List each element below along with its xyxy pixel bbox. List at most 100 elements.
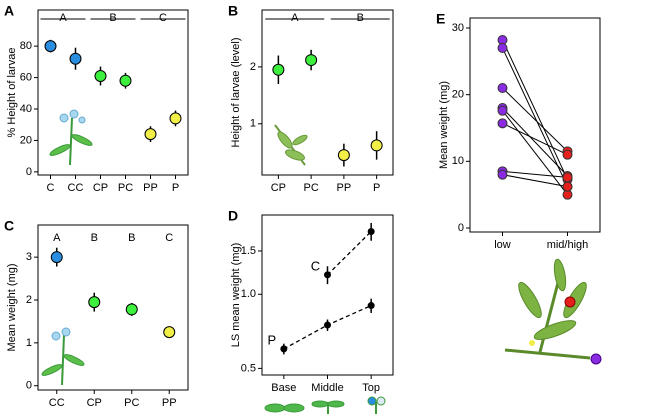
plant-icon-c	[41, 327, 85, 386]
plant-icon-e	[504, 258, 602, 365]
x-tick-label: Base	[271, 382, 296, 394]
x-tick-label: CP	[87, 397, 102, 409]
data-point	[119, 74, 132, 87]
series-label: C	[311, 258, 320, 273]
panel-letter: C	[4, 218, 14, 234]
data-point	[69, 52, 82, 65]
data-point	[88, 296, 101, 309]
plant-icon-a	[49, 109, 93, 166]
x-tick-label: P	[172, 182, 179, 194]
plant-icon-b	[274, 124, 308, 166]
group-letter: B	[128, 232, 135, 244]
data-point	[44, 40, 57, 53]
plot-frame	[469, 17, 601, 233]
x-tick-label: mid/high	[547, 239, 589, 251]
panel-letter: A	[4, 3, 14, 19]
data-point	[324, 271, 331, 279]
data-point	[562, 149, 573, 160]
pair-line	[502, 122, 568, 156]
y-tick-label: 2	[26, 294, 32, 306]
x-tick-label: CP	[93, 182, 108, 194]
x-tick-label: CP	[271, 182, 286, 194]
data-point	[169, 112, 182, 125]
data-point	[562, 172, 573, 183]
group-letter: A	[53, 232, 61, 244]
data-point	[305, 54, 318, 67]
y-tick-label: 0	[26, 166, 32, 178]
data-point	[562, 181, 573, 192]
group-label: A	[59, 12, 67, 24]
y-axis-title: LS mean weight (mg)	[230, 243, 242, 348]
data-point	[367, 227, 375, 235]
y-axis-title: % Height of larvae	[6, 48, 18, 138]
series-line	[327, 231, 372, 276]
pair-line	[502, 87, 568, 152]
pair-line	[502, 110, 568, 195]
data-point	[497, 43, 508, 53]
y-tick-label: 0	[26, 380, 32, 392]
x-tick-label: PC	[118, 182, 133, 194]
y-tick-label: 2	[250, 61, 256, 73]
data-point	[94, 70, 107, 82]
group-letter: B	[91, 232, 98, 244]
x-tick-label: PP	[162, 397, 177, 409]
x-tick-label: C	[47, 182, 55, 194]
group-label: A	[291, 12, 299, 24]
y-axis-title: Mean weight (mg)	[6, 263, 18, 351]
group-label: B	[357, 12, 364, 24]
pair-line	[502, 39, 568, 180]
y-axis-title: Mean weight (mg)	[438, 81, 450, 169]
plant-icons-d	[264, 396, 386, 414]
data-point	[144, 128, 157, 141]
plot-frame	[261, 9, 394, 176]
data-point	[370, 139, 383, 152]
x-tick-label: PP	[143, 182, 158, 194]
y-tick-label: 1	[250, 118, 256, 130]
y-tick-label: 10	[452, 155, 464, 167]
y-tick-label: 40	[20, 103, 32, 115]
data-point	[163, 326, 176, 339]
x-tick-label: PC	[303, 182, 318, 194]
y-tick-label: 0.5	[241, 362, 256, 374]
pair-line	[502, 170, 568, 178]
panel-letter: E	[436, 11, 445, 27]
x-tick-label: Top	[362, 382, 380, 394]
group-letter: C	[165, 232, 173, 244]
y-axis-title: Height of larvae (level)	[230, 37, 242, 147]
y-tick-label: 20	[20, 134, 32, 146]
panel-letter: D	[228, 208, 238, 224]
x-tick-label: Middle	[311, 382, 343, 394]
data-point	[497, 105, 508, 116]
panel-letter: B	[228, 3, 238, 19]
y-tick-label: 1.0	[241, 288, 256, 300]
y-tick-label: 80	[20, 40, 32, 52]
data-point	[497, 83, 508, 93]
y-tick-label: 30	[452, 22, 464, 34]
pair-line	[502, 174, 568, 188]
plot-frame	[37, 224, 189, 391]
y-tick-label: 20	[452, 89, 464, 101]
x-tick-label: P	[373, 182, 380, 194]
data-point	[50, 251, 63, 264]
data-point	[125, 303, 138, 316]
x-tick-label: CC	[68, 182, 84, 194]
y-tick-label: 0	[458, 222, 464, 234]
pair-line	[502, 107, 568, 177]
data-point	[324, 321, 331, 329]
x-tick-label: low	[494, 239, 511, 251]
x-tick-label: PP	[337, 182, 352, 194]
plot-frame	[37, 9, 189, 176]
x-tick-label: PC	[124, 397, 139, 409]
data-point	[497, 169, 508, 180]
y-tick-label: 60	[20, 71, 32, 83]
data-point	[272, 63, 285, 76]
x-tick-label: CC	[49, 397, 65, 409]
y-tick-label: 3	[26, 251, 32, 263]
group-label: B	[109, 12, 116, 24]
data-point	[280, 345, 288, 353]
data-point	[337, 149, 350, 162]
pair-line	[502, 47, 568, 187]
y-tick-label: 1.5	[241, 245, 256, 257]
group-label: C	[159, 12, 167, 24]
